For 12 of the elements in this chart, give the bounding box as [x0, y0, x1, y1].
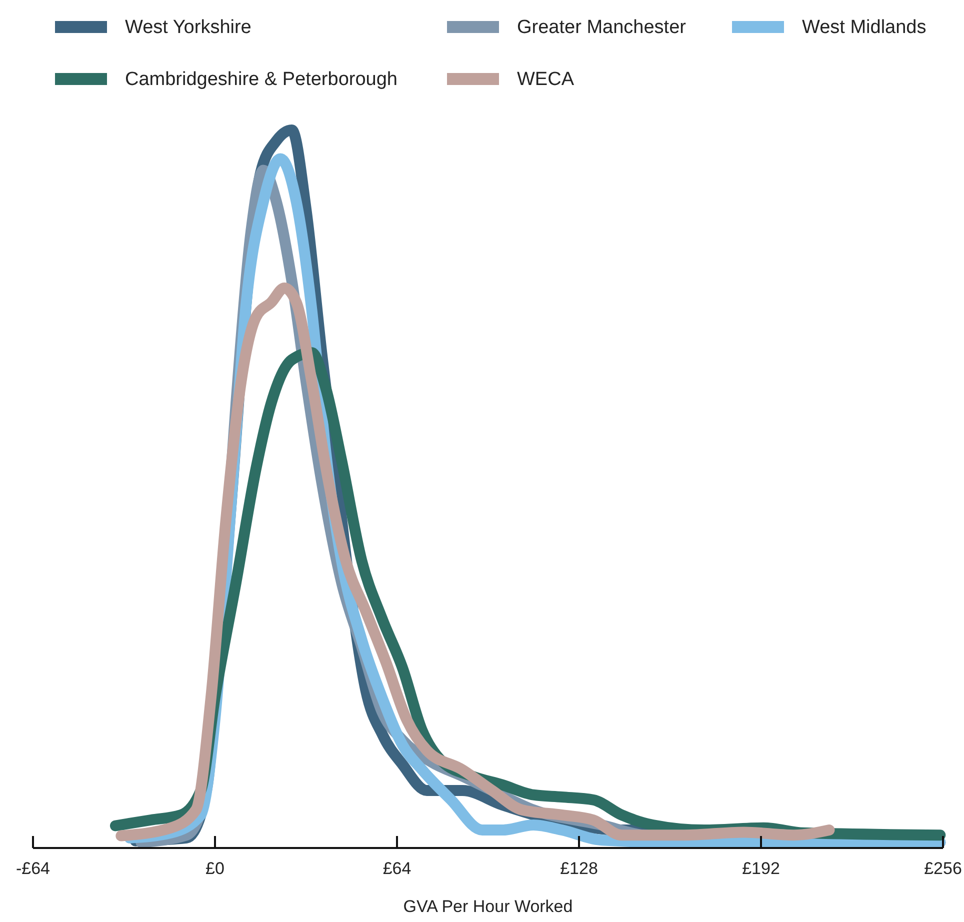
legend-label: West Yorkshire	[125, 17, 252, 38]
x-tick-label: £128	[560, 859, 598, 878]
x-tick-label: £192	[742, 859, 780, 878]
legend-label: Greater Manchester	[517, 17, 687, 38]
x-tick-label: £64	[382, 859, 412, 878]
legend-label: WECA	[517, 69, 574, 90]
legend-label: Cambridgeshire & Peterborough	[125, 69, 398, 90]
legend-label: West Midlands	[802, 17, 926, 38]
x-tick-label: -£64	[16, 859, 50, 878]
x-tick-label: £0	[206, 859, 224, 878]
x-axis-title: GVA Per Hour Worked	[403, 897, 573, 916]
x-tick-label: £256	[924, 859, 962, 878]
